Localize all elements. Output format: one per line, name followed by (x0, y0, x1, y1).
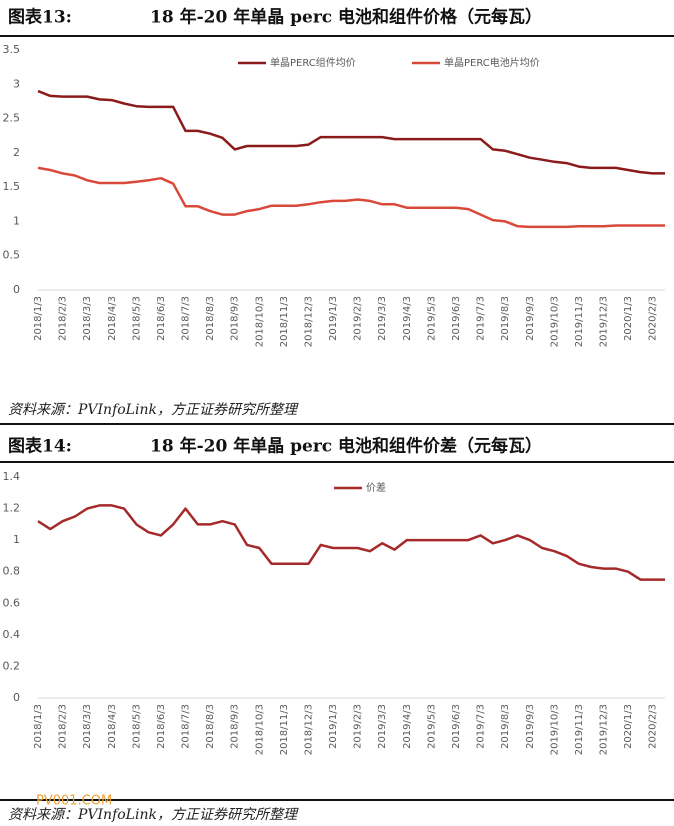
y-tick-label: 1 (13, 533, 20, 546)
series-line (37, 504, 665, 581)
x-tick-label: 2018/3/3 (82, 296, 93, 341)
figure-title: 18 年-20 年单晶 perc 电池和组件价格（元每瓦） (150, 7, 542, 28)
x-tick-label: 2019/9/3 (525, 704, 536, 749)
y-tick-label: 0.8 (3, 565, 21, 578)
legend-label: 价差 (366, 481, 386, 494)
x-tick-label: 2019/11/3 (574, 296, 585, 347)
x-tick-label: 2018/1/3 (33, 704, 44, 749)
x-tick-label: 2019/7/3 (476, 296, 487, 341)
x-tick-label: 2019/12/3 (599, 296, 610, 347)
source: 资料来源：PVInfoLink，方正证券研究所整理 (8, 402, 299, 418)
x-tick-label: 2018/12/3 (303, 704, 314, 755)
x-tick-label: 2019/1/3 (328, 296, 339, 341)
x-tick-label: 2019/4/3 (402, 296, 413, 341)
y-tick-label: 0.6 (3, 596, 21, 609)
x-tick-label: 2018/1/3 (33, 296, 44, 341)
x-tick-label: 2019/2/3 (353, 296, 364, 341)
x-tick-label: 2018/3/3 (82, 704, 93, 749)
y-tick-label: 3.5 (3, 43, 21, 56)
x-tick-label: 2019/8/3 (500, 296, 511, 341)
x-tick-label: 2018/5/3 (131, 296, 142, 341)
x-tick-label: 2019/5/3 (426, 296, 437, 341)
x-tick-label: 2018/4/3 (107, 704, 118, 749)
x-tick-label: 2018/4/3 (107, 296, 118, 341)
figure-title: 18 年-20 年单晶 perc 电池和组件价差（元每瓦） (150, 436, 542, 457)
x-tick-label: 2018/6/3 (156, 296, 167, 341)
x-tick-label: 2019/12/3 (599, 704, 610, 755)
x-tick-label: 2018/10/3 (254, 296, 265, 347)
x-tick-label: 2018/2/3 (58, 704, 69, 749)
y-tick-label: 1.4 (3, 470, 21, 483)
y-tick-label: 2.5 (3, 112, 21, 125)
x-tick-label: 2018/2/3 (58, 296, 69, 341)
x-tick-label: 2019/6/3 (451, 704, 462, 749)
x-tick-label: 2020/2/3 (648, 296, 659, 341)
x-tick-label: 2019/5/3 (426, 704, 437, 749)
x-tick-label: 2019/2/3 (353, 704, 364, 749)
x-tick-label: 2018/8/3 (205, 296, 216, 341)
x-tick-label: 2019/3/3 (377, 296, 388, 341)
x-tick-label: 2020/2/3 (648, 704, 659, 749)
x-tick-label: 2019/8/3 (500, 704, 511, 749)
x-tick-label: 2018/12/3 (303, 296, 314, 347)
legend-label: 单晶PERC组件均价 (270, 56, 356, 69)
y-tick-label: 0 (13, 691, 20, 704)
y-tick-label: 0.2 (3, 659, 21, 672)
series-line (37, 89, 665, 175)
x-tick-label: 2020/1/3 (623, 296, 634, 341)
y-tick-label: 0 (13, 283, 20, 296)
figure-label: 图表14: (8, 436, 72, 457)
x-tick-label: 2019/11/3 (574, 704, 585, 755)
watermark: PV001.COM (36, 794, 112, 809)
y-tick-label: 2 (13, 146, 20, 159)
x-tick-label: 2018/7/3 (181, 296, 192, 341)
x-tick-label: 2018/9/3 (230, 704, 241, 749)
x-tick-label: 2019/10/3 (549, 296, 560, 347)
x-tick-label: 2018/6/3 (156, 704, 167, 749)
x-tick-label: 2018/7/3 (181, 704, 192, 749)
x-tick-label: 2019/3/3 (377, 704, 388, 749)
x-tick-label: 2019/1/3 (328, 704, 339, 749)
x-tick-label: 2018/10/3 (254, 704, 265, 755)
y-tick-label: 1.5 (3, 180, 21, 193)
x-tick-label: 2019/7/3 (476, 704, 487, 749)
x-tick-label: 2020/1/3 (623, 704, 634, 749)
y-tick-label: 1 (13, 214, 20, 227)
source: 资料来源：PVInfoLink，方正证券研究所整理 (8, 807, 299, 823)
figure-label: 图表13: (8, 7, 72, 28)
y-tick-label: 0.5 (3, 249, 21, 262)
x-tick-label: 2019/6/3 (451, 296, 462, 341)
legend-label: 单晶PERC电池片均价 (444, 56, 540, 69)
x-tick-label: 2019/10/3 (549, 704, 560, 755)
x-tick-label: 2019/9/3 (525, 296, 536, 341)
x-tick-label: 2018/9/3 (230, 296, 241, 341)
y-tick-label: 1.2 (3, 502, 21, 515)
x-tick-label: 2018/11/3 (279, 704, 290, 755)
x-tick-label: 2018/11/3 (279, 296, 290, 347)
x-tick-label: 2018/5/3 (131, 704, 142, 749)
series-line (37, 166, 665, 229)
y-tick-label: 0.4 (3, 628, 21, 641)
y-tick-label: 3 (13, 77, 20, 90)
x-tick-label: 2019/4/3 (402, 704, 413, 749)
x-tick-label: 2018/8/3 (205, 704, 216, 749)
